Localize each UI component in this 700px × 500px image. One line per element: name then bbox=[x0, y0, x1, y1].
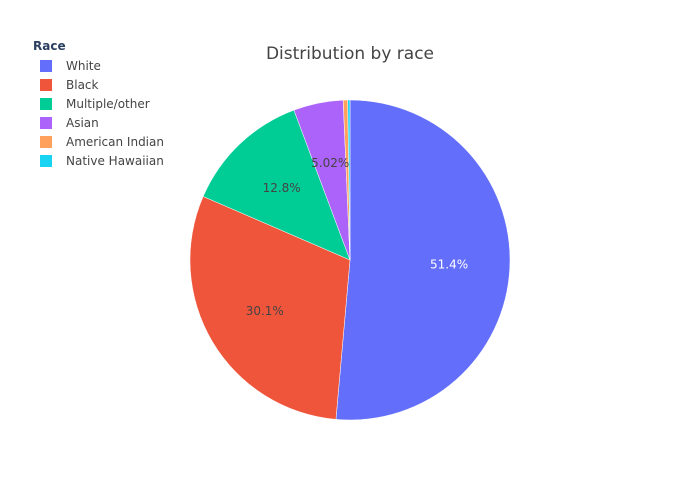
legend-label: Multiple/other bbox=[66, 96, 150, 111]
legend-label: Black bbox=[66, 77, 99, 92]
slice-label-black: 30.1% bbox=[246, 304, 284, 318]
slice-label-asian: 5.02% bbox=[311, 156, 349, 170]
pie-slices bbox=[189, 99, 511, 421]
pie-slice-labels: 51.4% 30.1% 12.8% 5.02% bbox=[246, 156, 468, 318]
legend-swatch bbox=[40, 97, 52, 110]
legend: Race White Black Multiple/other Asian Americ… bbox=[32, 39, 164, 170]
legend-swatch bbox=[40, 116, 52, 129]
legend-swatch bbox=[40, 78, 52, 91]
pie-slice-multiple-other[interactable] bbox=[202, 109, 351, 261]
slice-label-white: 51.4% bbox=[430, 257, 468, 271]
legend-items: White Black Multiple/other Asian American In… bbox=[32, 56, 164, 170]
legend-label: American Indian bbox=[66, 134, 164, 149]
chart-title: Distribution by race bbox=[265, 44, 435, 64]
legend-item-multiple-other[interactable]: Multiple/other bbox=[32, 94, 164, 113]
legend-title: Race bbox=[33, 39, 66, 53]
slice-label-multiple-other: 12.8% bbox=[263, 181, 301, 195]
legend-swatch bbox=[40, 154, 52, 167]
pie-slice-white[interactable] bbox=[335, 99, 511, 421]
legend-item-native-hawaiian[interactable]: Native Hawaiian bbox=[32, 151, 164, 170]
legend-label: Asian bbox=[66, 115, 99, 130]
legend-item-white[interactable]: White bbox=[32, 56, 164, 75]
legend-label: Native Hawaiian bbox=[66, 153, 164, 168]
legend-label: White bbox=[66, 58, 101, 73]
legend-item-asian[interactable]: Asian bbox=[32, 113, 164, 132]
legend-swatch bbox=[40, 135, 52, 148]
legend-swatch bbox=[40, 59, 52, 72]
pie-slice-black[interactable] bbox=[189, 196, 351, 420]
legend-item-american-indian[interactable]: American Indian bbox=[32, 132, 164, 151]
pie-slice-native-hawaiian[interactable] bbox=[347, 99, 351, 261]
legend-item-black[interactable]: Black bbox=[32, 75, 164, 94]
